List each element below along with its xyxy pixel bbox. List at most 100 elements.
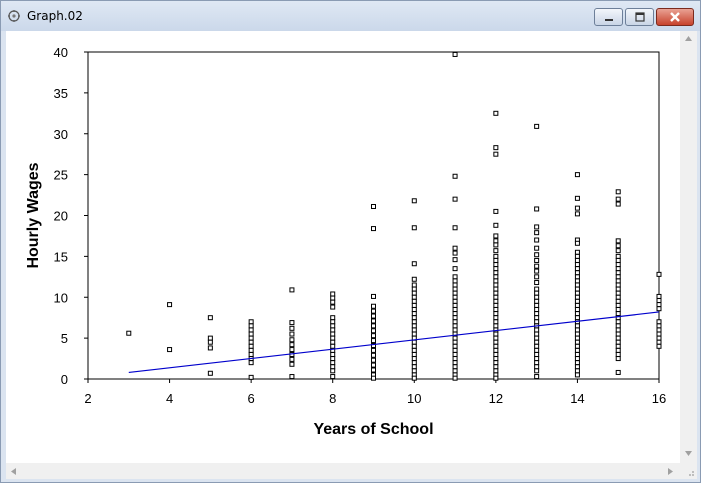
data-point [615,294,621,300]
data-point [452,225,458,231]
data-point [289,287,295,293]
data-point [574,270,580,276]
data-point [574,205,580,211]
data-point [289,337,295,343]
data-point [493,208,499,214]
data-point [452,294,458,300]
data-point [534,237,540,243]
data-point [371,375,376,381]
data-point [574,335,580,341]
data-point [574,360,580,366]
data-point [411,364,417,370]
data-point [330,327,336,333]
data-point [411,286,417,292]
data-point [371,357,376,363]
data-point [411,311,417,317]
data-point [452,311,458,317]
data-point [452,274,458,280]
data-point [615,335,621,341]
data-point [574,302,580,308]
data-point [126,330,132,336]
scroll-down-icon[interactable] [684,449,693,457]
data-point [371,347,376,353]
data-point [452,327,458,333]
resize-grip-icon[interactable] [680,463,697,479]
data-point [615,307,621,313]
close-button[interactable] [656,8,694,26]
data-point [452,323,458,329]
maximize-button[interactable] [625,8,654,26]
data-point [289,342,295,348]
data-point [493,253,499,259]
data-point [411,294,417,300]
title-bar[interactable]: Graph.02 [1,1,700,31]
data-point [574,195,580,201]
minimize-icon [604,19,613,21]
data-point [452,356,458,362]
data-point [534,123,540,129]
x-tick-label: 4 [166,391,173,406]
close-icon [670,12,680,22]
data-point [574,262,580,268]
data-point [574,257,580,263]
data-point [493,331,499,337]
data-point [615,327,621,333]
data-point [534,206,540,212]
data-point [330,299,336,305]
data-point [452,302,458,308]
fit-line [128,311,660,374]
vertical-scrollbar[interactable] [680,31,697,463]
data-point [615,257,621,263]
data-point [493,151,499,157]
data-point [207,315,213,321]
data-point [493,319,499,325]
data-point [411,343,417,349]
data-point [534,311,540,317]
data-point [371,362,376,368]
data-point [615,196,621,202]
data-point [534,286,540,292]
data-point [574,240,580,246]
minimize-button[interactable] [594,8,623,26]
data-point [493,282,499,288]
data-point [534,319,540,325]
data-point [493,375,499,381]
data-point [534,224,540,230]
data-point [411,276,417,282]
data-point [207,339,213,345]
data-point [493,257,499,263]
graph-app-icon [8,10,20,22]
data-point [248,343,254,349]
y-tick-label: 30 [54,127,68,142]
data-point [574,211,580,217]
data-point [493,238,499,244]
data-point [574,347,580,353]
data-point [534,268,540,274]
data-point [615,278,621,284]
data-point [452,290,458,296]
data-point [615,262,621,268]
data-point [574,266,580,272]
scroll-left-icon[interactable] [10,467,18,476]
data-point [330,304,336,310]
data-point [330,374,336,380]
data-point [371,293,376,299]
data-point [493,335,499,341]
data-point [493,286,499,292]
data-point [615,343,621,349]
data-point [371,204,376,210]
data-point [248,319,254,325]
scroll-up-icon[interactable] [684,35,693,43]
data-point [534,347,540,353]
data-point [371,318,376,324]
x-tick-label: 10 [407,391,421,406]
data-point [574,315,580,321]
data-point [493,339,499,345]
horizontal-scrollbar[interactable] [6,463,680,479]
y-tick-label: 0 [61,372,68,387]
scroll-right-icon[interactable] [666,467,674,476]
data-point [371,303,376,309]
data-point [493,302,499,308]
y-tick-label: 10 [54,290,68,305]
data-point [411,307,417,313]
